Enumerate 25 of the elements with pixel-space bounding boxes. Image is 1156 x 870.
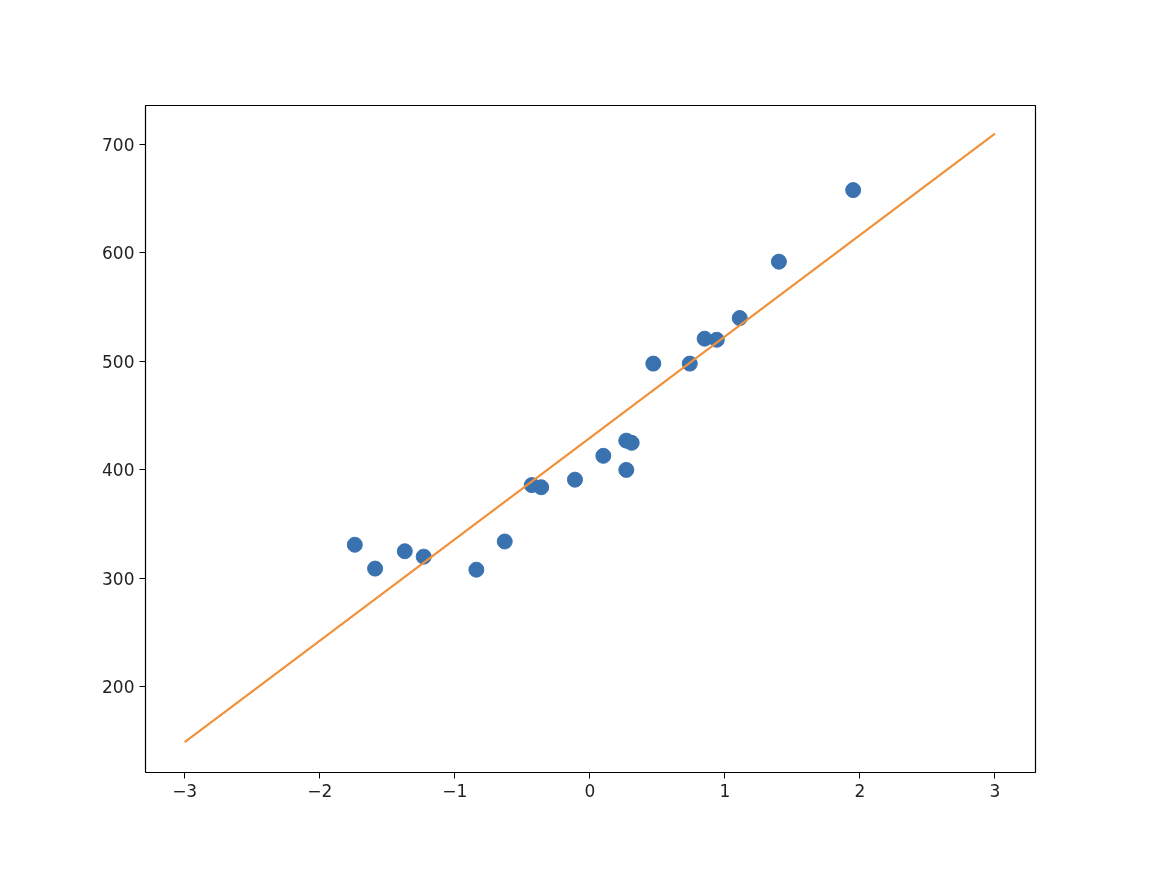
y-tick-label: 600 [102, 243, 135, 264]
x-tick-label: 3 [989, 780, 1001, 801]
point [396, 543, 413, 560]
y-tick-label: 300 [102, 568, 135, 589]
point [618, 461, 635, 478]
point [346, 536, 363, 553]
point [645, 355, 662, 372]
point [367, 560, 384, 577]
x-tick-label: −2 [307, 780, 333, 801]
x-tick-label: −1 [442, 780, 468, 801]
point [770, 253, 787, 270]
x-tick-label: 1 [719, 780, 731, 801]
point [845, 182, 862, 199]
y-tick-label: 500 [102, 351, 135, 372]
y-tick-label: 200 [102, 677, 135, 698]
point [533, 479, 550, 496]
point [496, 533, 513, 550]
x-tick-label: −3 [172, 780, 198, 801]
point [595, 447, 612, 464]
y-tick-label: 700 [102, 135, 135, 156]
x-tick-label: 2 [854, 780, 866, 801]
x-tick-label: 0 [584, 780, 596, 801]
point [468, 561, 485, 578]
y-tick-label: 400 [102, 460, 135, 481]
point [566, 471, 583, 488]
